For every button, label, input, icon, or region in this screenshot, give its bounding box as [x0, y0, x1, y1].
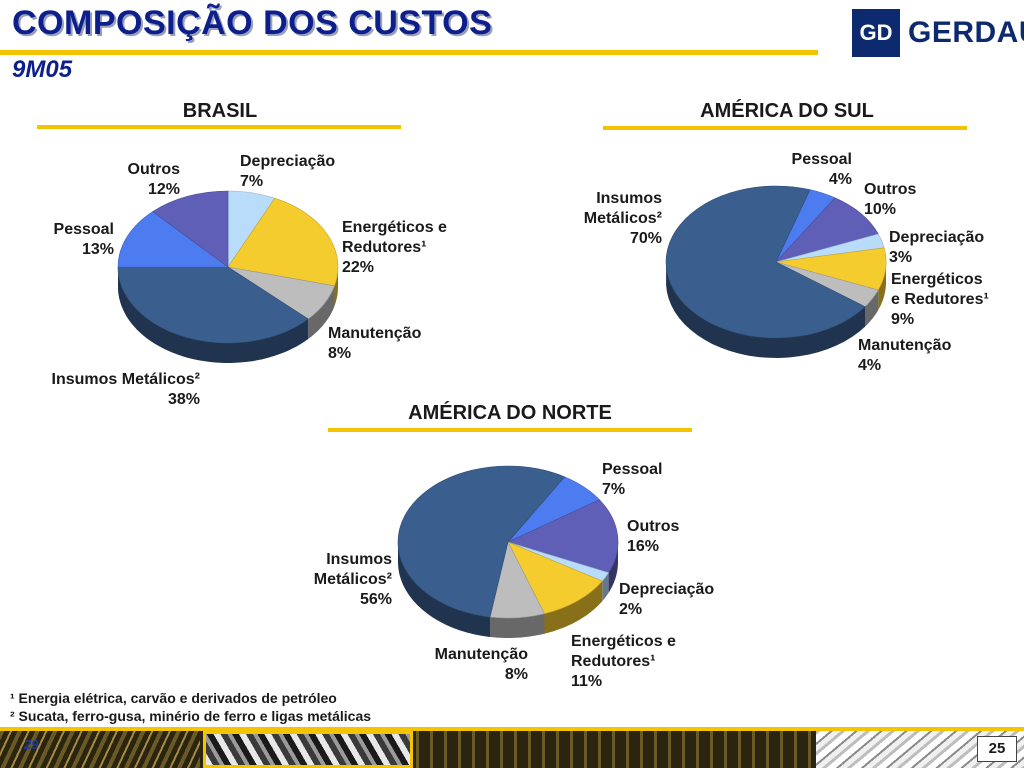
label-brasil-energeticos: Energéticos e Redutores¹ 22% [342, 219, 447, 276]
pie-chart-america-do-sul [665, 185, 887, 358]
footer-texture-left [0, 731, 200, 768]
brasil-side-insumos [118, 267, 309, 363]
america-do-sul-side-insumos [666, 265, 865, 358]
rule-brasil [37, 125, 401, 129]
footer-left-number: 29 [24, 737, 39, 752]
label-sul-outros: Outros 10% [864, 181, 917, 218]
brasil-slice-energeticos [227, 197, 339, 287]
brasil-side-energeticos [334, 266, 338, 306]
title-rule [0, 50, 818, 55]
label-brasil-outros: Outros 12% [127, 161, 180, 198]
label-norte-pessoal: Pessoal 7% [602, 461, 663, 498]
america-do-norte-slice-energeticos [507, 541, 603, 615]
brasil-slice-insumos [117, 266, 309, 344]
rule-america-do-sul [603, 126, 967, 130]
label-sul-manutencao: Manutenção 4% [858, 337, 952, 374]
pie-chart-america-do-norte [397, 465, 619, 638]
label-sul-depreciacao: Depreciação 3% [889, 229, 985, 266]
footer-texture-middle [416, 731, 816, 768]
america-do-norte-side-manutencao [490, 613, 545, 638]
label-brasil-depreciacao: Depreciação 7% [240, 153, 336, 190]
pie-chart-brasil [117, 190, 339, 363]
gerdau-logo: GD GERDAU [852, 9, 1024, 57]
label-sul-insumos: Insumos Metálicos² 70% [583, 190, 662, 247]
footnote-1: ¹ Energia elétrica, carvão e derivados d… [10, 690, 337, 706]
label-norte-outros: Outros 16% [627, 518, 680, 555]
chart-title-america-do-sul: AMÉRICA DO SUL [700, 100, 874, 122]
footer-rule [0, 727, 1024, 731]
label-norte-depreciacao: Depreciação 2% [619, 581, 715, 618]
logo-mark: GD [852, 9, 900, 57]
page-title: COMPOSIÇÃO DOS CUSTOS [12, 4, 493, 42]
label-brasil-manutencao: Manutenção 8% [328, 325, 422, 362]
rule-america-do-norte [328, 428, 692, 432]
america-do-sul-side-manutencao [865, 290, 879, 327]
label-brasil-pessoal: Pessoal 13% [53, 221, 114, 258]
chart-title-brasil: BRASIL [182, 100, 258, 122]
brasil-slice-pessoal [117, 211, 229, 268]
america-do-norte-side-depreciacao [602, 572, 609, 602]
label-sul-pessoal: Pessoal 4% [791, 151, 852, 188]
chart-title-america-do-norte: AMÉRICA DO NORTE [408, 402, 612, 424]
label-norte-manutencao: Manutenção 8% [434, 646, 528, 683]
logo-name: GERDAU [908, 16, 1024, 49]
label-norte-insumos: Insumos Metálicos² 56% [313, 551, 392, 608]
footer-band: 29 25 [0, 727, 1024, 768]
america-do-norte-side-outros [608, 541, 618, 593]
america-do-norte-side-insumos [398, 543, 490, 637]
label-norte-energeticos: Energéticos e Redutores¹ 11% [571, 633, 676, 690]
label-sul-energeticos: Energéticos e Redutores¹ 9% [891, 271, 989, 328]
america-do-norte-side-energeticos [544, 581, 603, 634]
america-do-norte-slice-insumos [397, 465, 566, 618]
footnote-2: ² Sucata, ferro-gusa, minério de ferro e… [10, 708, 372, 724]
page-number: 25 [977, 736, 1017, 762]
america-do-norte-slice-outros [507, 499, 619, 574]
america-do-sul-side-energeticos [878, 261, 886, 310]
america-do-sul-slice-insumos [665, 185, 866, 339]
page-subtitle: 9M05 [12, 56, 73, 83]
brasil-slice-outros [152, 190, 229, 268]
label-brasil-insumos: Insumos Metálicos² 38% [51, 371, 200, 408]
footer-image-frame [203, 731, 413, 768]
